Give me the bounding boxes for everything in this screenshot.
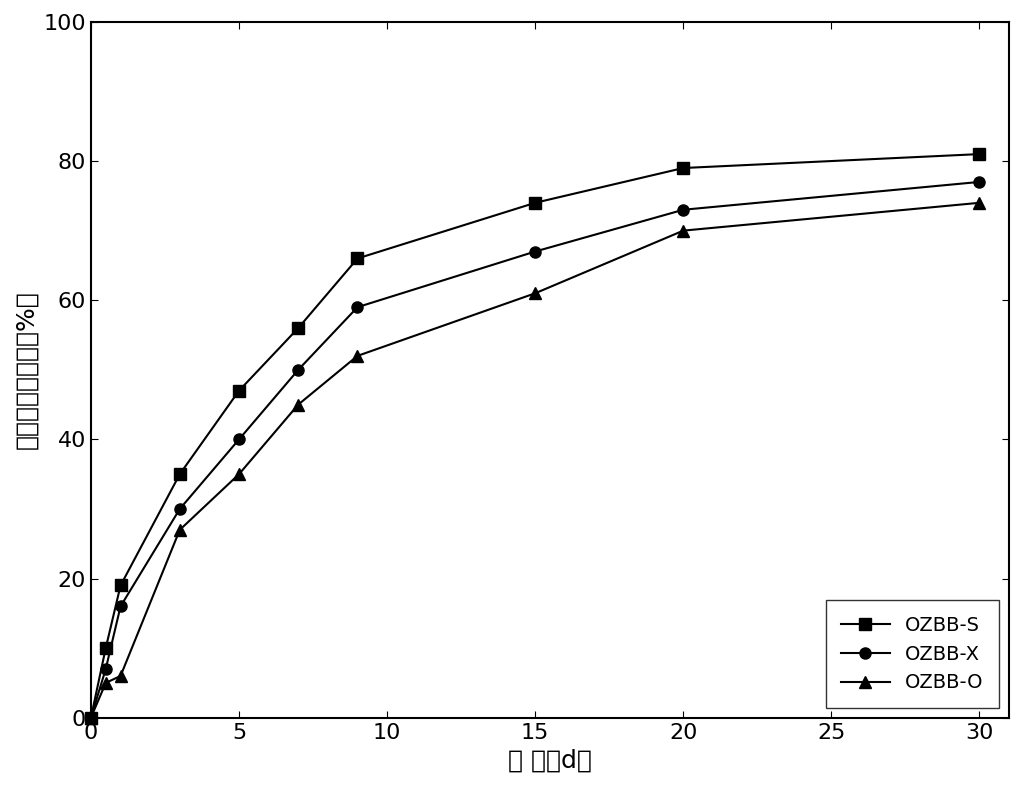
OZBB-X bbox=[115, 601, 127, 611]
OZBB-S bbox=[174, 469, 186, 479]
OZBB-O bbox=[85, 713, 97, 722]
OZBB-X bbox=[233, 435, 246, 444]
OZBB-O bbox=[677, 226, 690, 235]
Legend: OZBB-S, OZBB-X, OZBB-O: OZBB-S, OZBB-X, OZBB-O bbox=[826, 601, 999, 708]
OZBB-X bbox=[99, 664, 112, 674]
OZBB-O bbox=[293, 400, 305, 410]
OZBB-S bbox=[351, 254, 363, 263]
X-axis label: 时 间（d）: 时 间（d） bbox=[508, 748, 592, 772]
OZBB-O bbox=[174, 525, 186, 534]
OZBB-S bbox=[233, 386, 246, 395]
OZBB-S bbox=[115, 581, 127, 590]
OZBB-X bbox=[293, 365, 305, 374]
OZBB-O bbox=[99, 678, 112, 688]
OZBB-O bbox=[973, 198, 985, 208]
OZBB-O bbox=[351, 351, 363, 361]
OZBB-X bbox=[529, 247, 541, 256]
Line: OZBB-X: OZBB-X bbox=[85, 176, 985, 723]
OZBB-X bbox=[351, 303, 363, 312]
OZBB-O bbox=[529, 288, 541, 298]
Line: OZBB-O: OZBB-O bbox=[85, 197, 985, 723]
OZBB-S bbox=[529, 198, 541, 208]
OZBB-X bbox=[677, 205, 690, 215]
OZBB-X bbox=[85, 713, 97, 722]
OZBB-X bbox=[973, 177, 985, 186]
OZBB-S bbox=[973, 149, 985, 159]
OZBB-S bbox=[99, 644, 112, 653]
OZBB-S bbox=[293, 323, 305, 332]
OZBB-O bbox=[115, 671, 127, 681]
OZBB-O bbox=[233, 469, 246, 479]
Line: OZBB-S: OZBB-S bbox=[85, 149, 985, 723]
OZBB-X bbox=[174, 505, 186, 514]
OZBB-S bbox=[677, 163, 690, 173]
OZBB-S bbox=[85, 713, 97, 722]
Y-axis label: 三氯联苯去除率（%）: 三氯联苯去除率（%） bbox=[14, 290, 38, 449]
